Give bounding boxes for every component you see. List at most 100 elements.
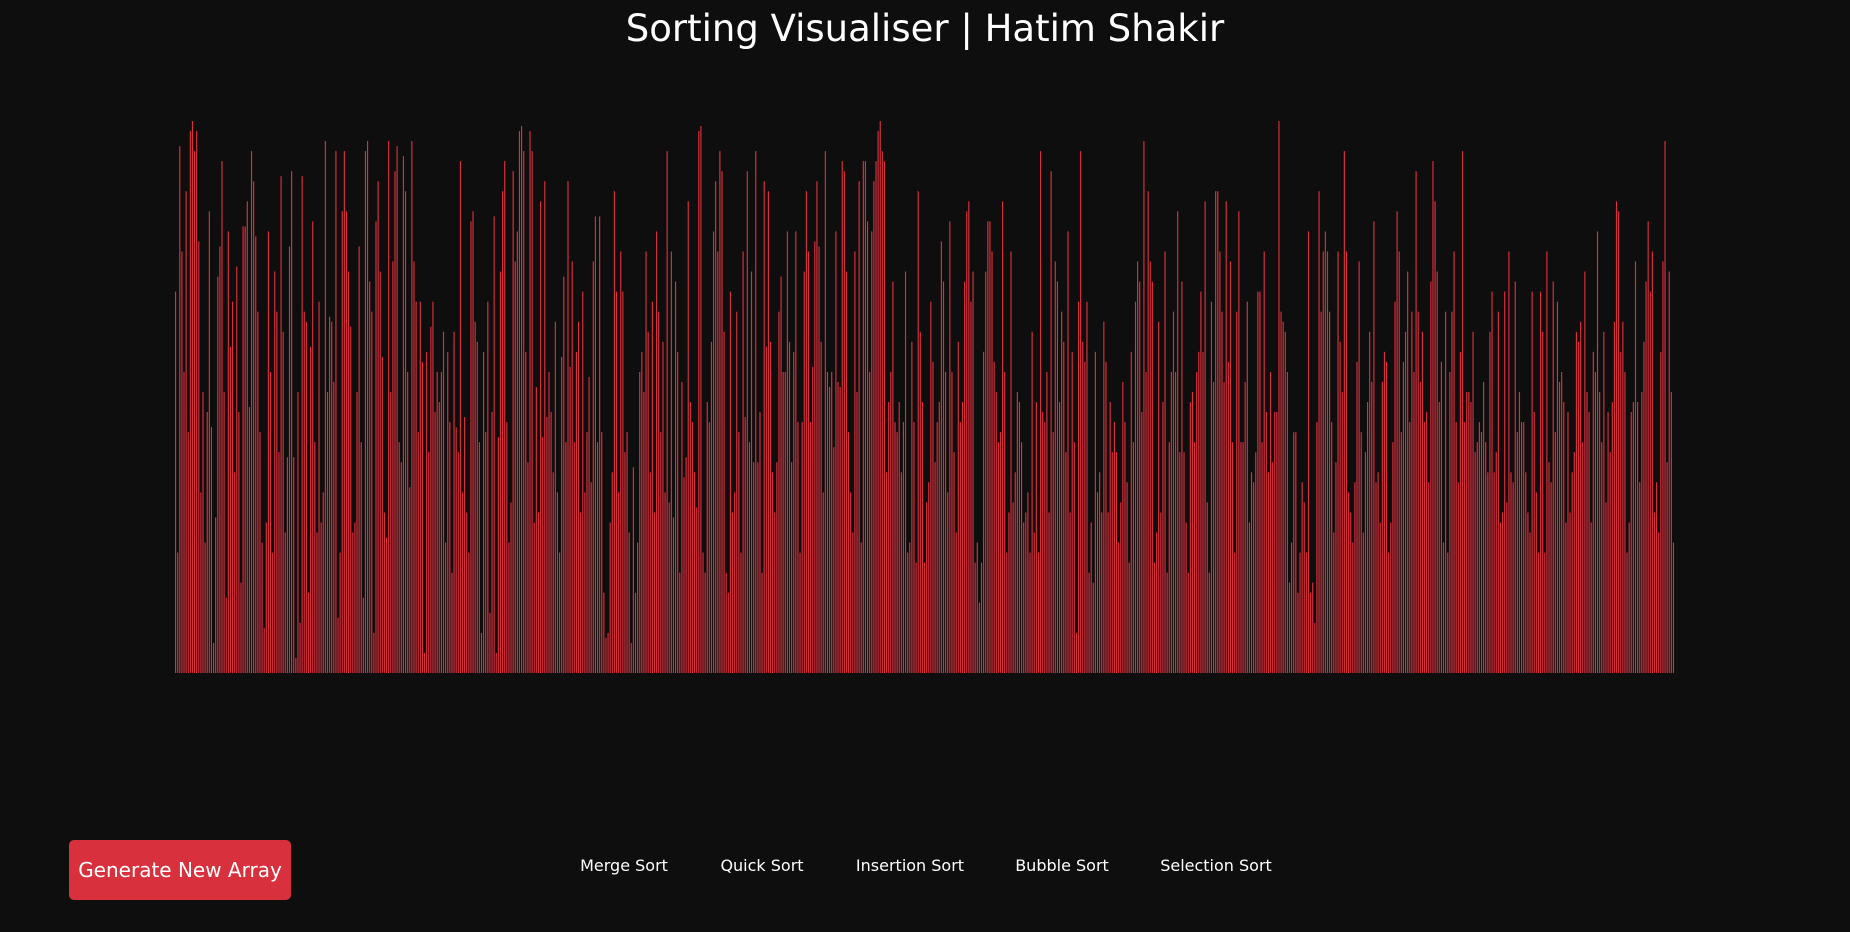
array-bar [1255,452,1257,673]
array-bar [1088,572,1090,673]
array-bar [839,386,841,673]
array-bar [761,572,763,673]
array-bar [1653,512,1656,673]
array-bar [1272,462,1274,673]
array-bar [1101,512,1103,673]
insertion-sort-button[interactable]: Insertion Sort [855,856,965,875]
array-bar [651,301,653,673]
array-bar [966,211,968,673]
array-bar [1537,552,1540,673]
array-bar [805,191,807,673]
array-bar [618,492,620,673]
array-bar [816,181,818,673]
array-bar [1052,432,1054,673]
array-bar [1506,502,1508,673]
array-bar [1008,512,1010,673]
array-bar [731,512,734,673]
array-bar [394,171,396,673]
array-bar [664,492,666,673]
array-bars [175,121,1675,674]
quick-sort-button[interactable]: Quick Sort [720,856,804,875]
array-bar [196,131,198,674]
array-bar [1607,412,1609,673]
array-bar [1111,452,1113,673]
array-bar [767,191,769,673]
array-bar [1379,522,1381,673]
array-bar [630,642,632,673]
array-bar [1092,582,1094,673]
array-bar [993,361,995,673]
array-bar [936,422,938,673]
array-bar [392,261,394,673]
array-bar [409,487,411,673]
array-bar [1120,502,1122,673]
array-bar [257,311,259,673]
array-bar [1132,442,1134,673]
array-bar [909,542,911,673]
array-bar [1354,482,1356,673]
array-bar [565,442,567,673]
array-bar [1394,301,1396,673]
array-bar [1200,291,1202,673]
array-bar [1428,482,1430,673]
array-bar [1014,472,1016,673]
array-bar [1639,482,1641,673]
array-bar [483,351,485,673]
array-bar [1360,432,1362,673]
array-bar [826,371,829,673]
array-bar [231,301,234,673]
array-bar [1345,251,1348,673]
array-bar [1204,201,1206,674]
generate-new-array-button[interactable]: Generate New Array [69,840,291,900]
array-bar [525,351,527,673]
array-bar [1031,331,1033,673]
array-bar [820,341,822,673]
array-bar [1641,391,1643,673]
array-bar [493,216,495,673]
array-bar [1080,151,1082,674]
array-bar [594,216,596,673]
array-bar [1377,472,1379,673]
array-bar [206,412,208,673]
array-bar [567,181,569,673]
array-bar [1588,412,1590,673]
array-bar [812,366,814,673]
array-bar [911,341,913,673]
array-bar [478,442,480,673]
array-bar [259,432,261,673]
array-bar [1643,341,1645,673]
array-bar [801,422,803,673]
array-bar [881,151,883,674]
bubble-sort-button[interactable]: Bubble Sort [1015,856,1109,875]
array-bar [898,402,900,673]
array-bar [885,472,888,673]
array-bar [1181,281,1183,673]
array-bar [1350,512,1352,673]
array-bar [1225,201,1227,674]
array-bar [1601,442,1603,673]
array-bar [274,271,276,673]
array-bar [632,467,634,673]
array-bar [272,552,274,673]
merge-sort-button[interactable]: Merge Sort [580,856,668,875]
array-bar [577,321,580,673]
array-bar [774,512,776,673]
array-bar [1284,331,1286,673]
array-bar [723,331,725,673]
array-bar [546,417,548,673]
selection-sort-button[interactable]: Selection Sort [1160,856,1272,875]
array-bar [923,562,926,673]
array-bar [1369,331,1371,673]
array-bar [1122,381,1124,673]
array-bar [1286,371,1288,673]
array-bar [1563,402,1565,673]
array-bar [740,552,742,673]
array-bar [436,371,438,673]
array-bar [1352,542,1354,673]
array-bar [1339,341,1341,673]
array-bar [1293,432,1295,673]
array-bar [1542,331,1544,673]
array-bar [529,131,531,674]
array-bar [803,271,805,673]
array-bar [297,391,299,673]
